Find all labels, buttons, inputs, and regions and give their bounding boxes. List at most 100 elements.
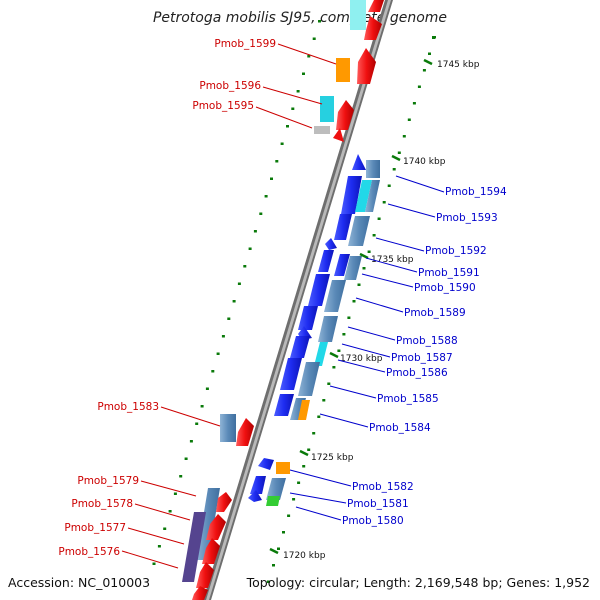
gene-label[interactable]: Pmob_1586 [386, 367, 448, 379]
kbp-dot [286, 125, 289, 128]
gene-label[interactable]: Pmob_1585 [377, 393, 439, 405]
kbp-dot [259, 212, 263, 215]
gene-arrow[interactable] [196, 562, 214, 588]
kbp-dot [377, 217, 381, 220]
kbp-dot [275, 160, 279, 163]
gene-label[interactable]: Pmob_1594 [445, 186, 507, 198]
gene-label[interactable]: Pmob_1587 [391, 352, 453, 364]
kbp-dot [264, 195, 268, 198]
topology-text: Topology: circular; Length: 2,169,548 bp… [246, 575, 590, 590]
gene-block[interactable] [366, 160, 380, 178]
gene-arrow[interactable] [280, 358, 302, 390]
gene-features [182, 0, 384, 600]
kbp-dot [287, 514, 291, 517]
gene-arrow[interactable] [206, 514, 226, 540]
kbp-dot [407, 118, 411, 121]
gene-arrow[interactable] [250, 476, 266, 494]
gene-arrow[interactable] [298, 306, 318, 330]
gene-arrow[interactable] [334, 214, 352, 240]
kbp-dot [211, 370, 215, 373]
gene-label[interactable]: Pmob_1582 [352, 481, 414, 493]
gene-arrow[interactable] [357, 48, 376, 84]
gene-label[interactable]: Pmob_1583 [97, 401, 159, 413]
gene-block[interactable] [365, 180, 380, 212]
gene-arrow[interactable] [290, 336, 310, 358]
gene-arrow[interactable] [258, 458, 274, 470]
kbp-dot [302, 72, 305, 75]
gene-block[interactable] [348, 216, 370, 246]
gene-label[interactable]: Pmob_1588 [396, 335, 458, 347]
kbp-label: 1725 kbp [311, 453, 354, 463]
gene-block[interactable] [318, 316, 338, 342]
gene-block[interactable] [320, 96, 334, 122]
gene-label[interactable]: Pmob_1581 [347, 498, 409, 510]
kbp-dot [357, 283, 361, 286]
gene-arrow[interactable] [325, 238, 337, 250]
kbp-label: 1735 kbp [371, 255, 414, 265]
gene-label[interactable]: Pmob_1576 [58, 546, 120, 558]
kbp-dot [168, 510, 172, 513]
gene-label[interactable]: Pmob_1589 [404, 307, 466, 319]
gene-label[interactable]: Pmob_1577 [64, 522, 126, 534]
gene-block[interactable] [298, 362, 320, 396]
kbp-dot [422, 69, 426, 72]
gene-arrow[interactable] [192, 586, 208, 600]
gene-block[interactable] [355, 180, 372, 212]
gene-arrow[interactable] [336, 100, 354, 130]
gene-block[interactable] [314, 126, 330, 134]
gene-arrow[interactable] [274, 394, 294, 416]
gene-label[interactable]: Pmob_1595 [192, 100, 254, 112]
gene-label[interactable]: Pmob_1579 [77, 475, 139, 487]
gene-block[interactable] [182, 512, 206, 582]
gene-arrow[interactable] [368, 0, 384, 12]
gene-block[interactable] [196, 488, 220, 560]
gene-arrow[interactable] [202, 538, 220, 564]
gene-arrow[interactable] [333, 128, 344, 142]
kbp-dot [397, 151, 401, 154]
gene-arrow[interactable] [364, 16, 382, 40]
kbp-dot [272, 564, 275, 567]
gene-block[interactable] [344, 256, 362, 280]
gene-block[interactable] [324, 280, 346, 312]
gene-label[interactable]: Pmob_1591 [418, 267, 480, 279]
kbp-dot [292, 498, 296, 501]
gene-block[interactable] [336, 58, 350, 82]
kbp-dot [173, 492, 177, 495]
gene-arrow[interactable] [216, 492, 232, 512]
gene-arrow[interactable] [334, 254, 350, 276]
gene-arrow[interactable] [236, 418, 254, 446]
kbp-dot [232, 300, 236, 303]
kbp-dot [270, 177, 273, 180]
kbp-dot [179, 475, 183, 478]
kbp-dot [152, 562, 156, 565]
gene-arrow[interactable] [318, 250, 334, 272]
gene-block[interactable] [350, 0, 366, 30]
gene-arrow[interactable] [248, 490, 262, 502]
kbp-dot [332, 366, 336, 369]
kbp-dot [428, 52, 431, 55]
gene-label[interactable]: Pmob_1590 [414, 282, 476, 294]
right-gene-labels: Pmob_1594 Pmob_1593 Pmob_1592 Pmob_1591 … [289, 175, 507, 527]
gene-label[interactable]: Pmob_1580 [342, 515, 404, 527]
gene-block[interactable] [266, 478, 286, 500]
kbp-dot [417, 85, 421, 88]
gene-block[interactable] [276, 462, 290, 474]
gene-block[interactable] [298, 400, 310, 420]
gene-label[interactable]: Pmob_1593 [436, 212, 498, 224]
gene-label[interactable]: Pmob_1578 [71, 498, 133, 510]
kbp-dot [318, 20, 321, 23]
kbp-dot [248, 247, 252, 250]
gene-arrow[interactable] [352, 154, 366, 170]
kbp-scale: 1745 kbp 1740 kbp 1735 kbp 1730 kbp 1725… [269, 36, 480, 561]
kbp-dot [412, 102, 416, 105]
kbp-dot [297, 481, 301, 484]
gene-block[interactable] [314, 342, 328, 366]
kbp-label: 1720 kbp [283, 551, 326, 561]
gene-block[interactable] [220, 414, 236, 442]
gene-label[interactable]: Pmob_1596 [199, 80, 261, 92]
gene-label[interactable]: Pmob_1584 [369, 422, 431, 434]
gene-arrow[interactable] [308, 274, 330, 306]
gene-label[interactable]: Pmob_1592 [425, 245, 487, 257]
gene-label[interactable]: Pmob_1599 [214, 38, 276, 50]
gene-block[interactable] [266, 496, 280, 506]
